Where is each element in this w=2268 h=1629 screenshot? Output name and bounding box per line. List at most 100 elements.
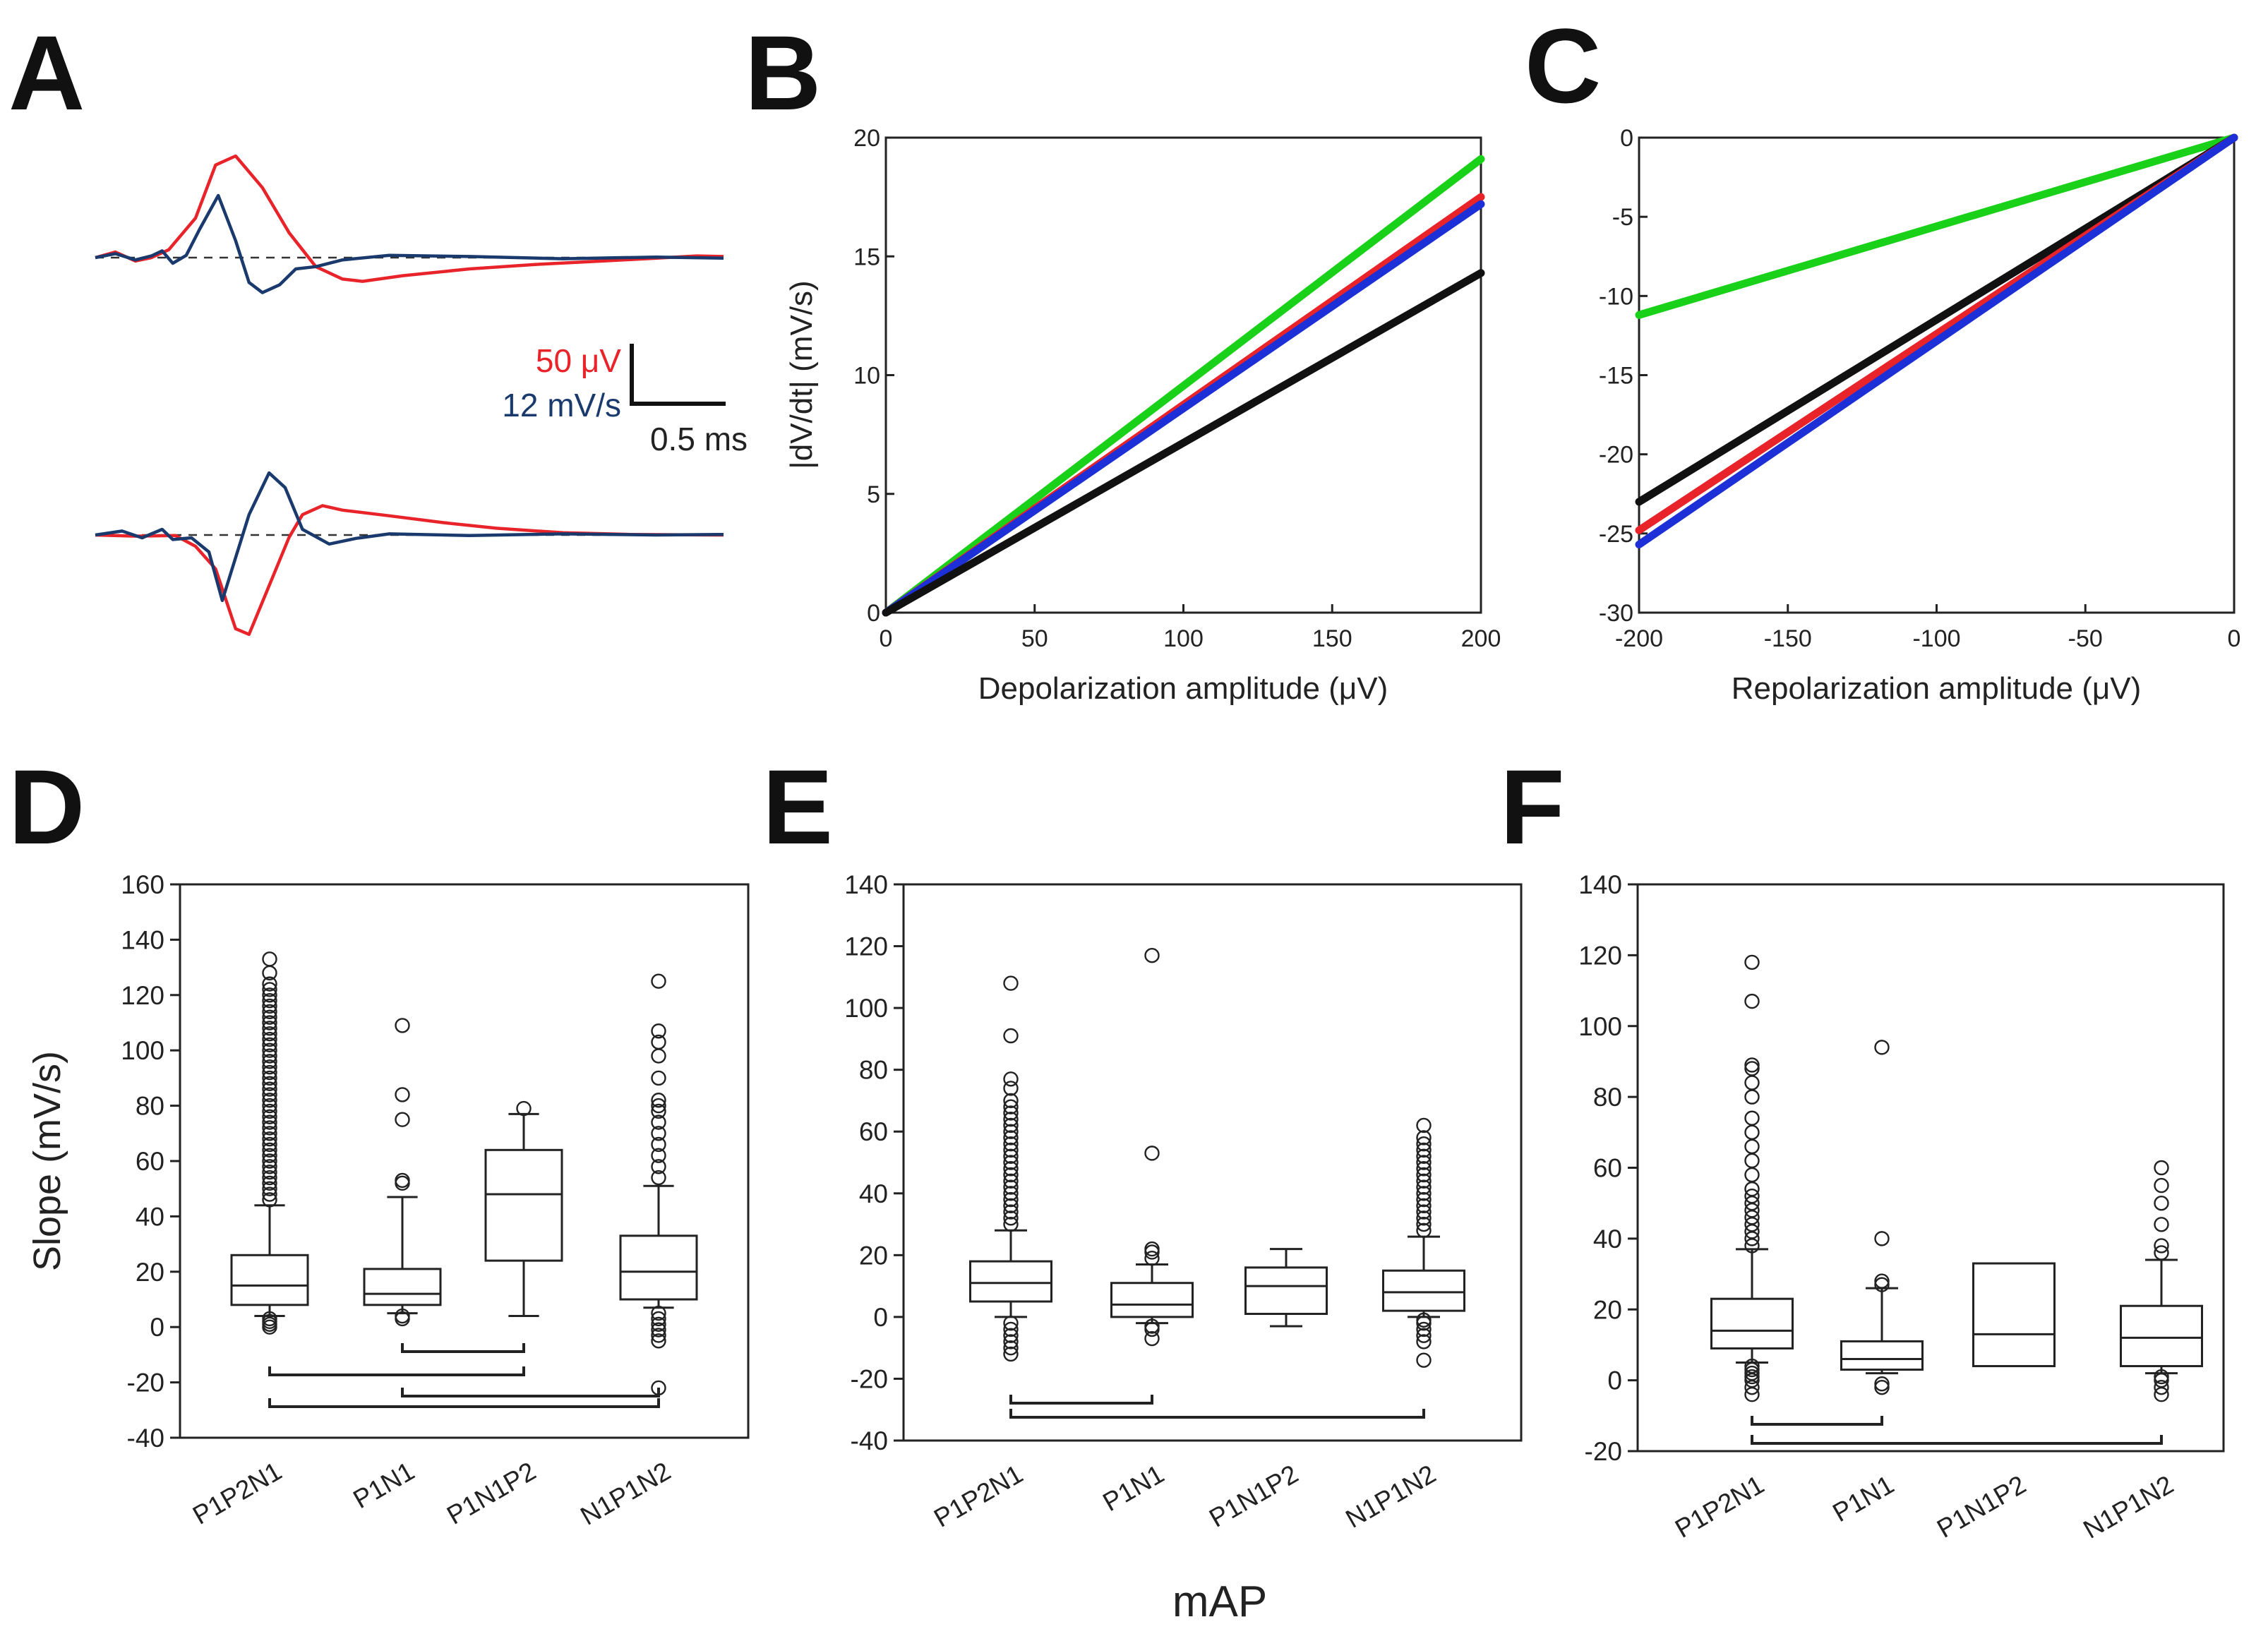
panel-d-outlier — [262, 1004, 277, 1020]
panel-d-outlier — [651, 1322, 666, 1338]
panel-e-outlier — [1003, 1081, 1019, 1096]
panel-d-outlier — [262, 1159, 277, 1174]
panel-e-outlier — [1003, 1216, 1019, 1232]
panel-d-outlier — [262, 982, 277, 997]
panel-d-outlier — [395, 1308, 410, 1324]
panel-d-outlier — [651, 1070, 666, 1086]
panel-f-y-tick-label: 100 — [1578, 1012, 1622, 1041]
panel-e-y-tick-label: 120 — [844, 932, 888, 961]
panel-d-outlier — [262, 1120, 277, 1136]
panel-d-outlier — [262, 1037, 277, 1053]
panel-c-y-tick-label: -20 — [1599, 442, 1633, 469]
panel-d-outlier — [262, 1093, 277, 1108]
panel-f-y-tick-label: 40 — [1593, 1225, 1622, 1254]
panel-d-significance-bracket — [401, 1388, 660, 1397]
panel-c-y-tick-label: -30 — [1599, 600, 1633, 627]
panel-f-y-tick-label: 60 — [1593, 1154, 1622, 1183]
panel-e-box — [1382, 1269, 1465, 1312]
panel-e-y-tick-label: 80 — [859, 1056, 888, 1085]
panel-f-outlier — [1744, 1188, 1760, 1204]
scale-bar-time-label: 0.5 ms — [650, 421, 748, 457]
panel-f-outlier — [1744, 1124, 1760, 1141]
panel-f-category-label: N1P1N2 — [2078, 1469, 2178, 1544]
panel-d-outlier — [651, 1333, 666, 1349]
panel-e-box — [1244, 1266, 1328, 1316]
panel-d-y-tick-label: -20 — [127, 1369, 164, 1397]
panel-e-outlier — [1003, 1112, 1019, 1127]
panel-d-category-label: P1N1P2 — [442, 1456, 541, 1529]
panel-e-outlier — [1144, 947, 1160, 963]
panel-e-outlier — [1003, 1186, 1019, 1201]
panel-e-outlier — [1144, 1251, 1160, 1266]
panel-d-y-tick-label: 0 — [150, 1313, 164, 1342]
panel-d-outlier — [651, 1305, 666, 1321]
panel-d-outlier — [651, 1023, 666, 1039]
panel-e-outlier — [1416, 1191, 1432, 1208]
panel-d-outlier — [516, 1100, 532, 1117]
panel-c-series-blue — [1635, 133, 2238, 548]
panel-c-x-tick-label: 0 — [2228, 625, 2241, 652]
panel-d-outlier — [262, 1148, 277, 1163]
panel-d-outlier — [262, 1153, 277, 1169]
panel-d-y-tick-label: 140 — [121, 925, 164, 954]
panel-e-y-tick-label: 140 — [844, 870, 888, 899]
panel-d-outlier — [262, 1126, 277, 1141]
panel-e-outlier — [1003, 1210, 1019, 1226]
panel-e-outlier — [1416, 1222, 1432, 1239]
panel-d-outlier — [262, 1192, 277, 1208]
panel-e-outlier — [1003, 1155, 1019, 1170]
panel-f-outlier — [2154, 1177, 2169, 1194]
panel-d-outlier — [262, 1015, 277, 1030]
panel-f-box — [1972, 1262, 2056, 1368]
panel-b-y-tick-label: 15 — [853, 244, 880, 270]
panel-f-outlier — [1744, 1110, 1760, 1126]
panel-f-outlier — [1744, 1057, 1760, 1073]
panel-d-outlier — [262, 1186, 277, 1202]
panel-f-outlier — [1874, 1231, 1890, 1246]
panel-e-outlier — [1416, 1142, 1432, 1158]
panel-e-outlier — [1416, 1179, 1432, 1195]
panel-e-category-label: P1N1 — [1098, 1459, 1169, 1517]
panel-d-box — [484, 1148, 563, 1262]
panel-e-category-label: P1N1P2 — [1204, 1459, 1303, 1532]
panel-d-outlier — [395, 1018, 410, 1033]
panel-d-outlier — [262, 1059, 277, 1075]
panel-d-outlier — [262, 987, 277, 1003]
trace-amplitude-bottom — [95, 504, 724, 637]
panel-f-outlier — [1874, 1376, 1890, 1392]
panel-e-outlier — [1416, 1204, 1432, 1220]
panel-e-outlier — [1003, 1334, 1019, 1350]
panel-e-outlier — [1416, 1321, 1432, 1338]
panel-d-outlier — [651, 1126, 666, 1141]
scale-bar-slope-label: 12 mV/s — [502, 387, 621, 423]
panel-d-outlier — [262, 1175, 277, 1191]
panel-c-y-tick-label: -25 — [1599, 521, 1633, 548]
panel-e-outlier — [1416, 1198, 1432, 1213]
panel-d-box — [363, 1268, 442, 1306]
panel-e-outlier — [1003, 1161, 1019, 1177]
panel-d-chart: -40 -20 0 20 40 60 80 100 120 140 160 P1P2N1 P1N1 P1N… — [26, 870, 750, 1531]
panel-d-outlier — [651, 1159, 666, 1174]
panel-e-outlier — [1416, 1186, 1432, 1201]
panel-d-box — [619, 1234, 698, 1301]
panel-label-d: D — [8, 747, 85, 866]
panel-e-outlier — [1416, 1328, 1432, 1343]
panel-d-outlier — [262, 951, 277, 967]
panel-f-outlier — [2154, 1379, 2169, 1395]
panel-label-f: F — [1500, 747, 1565, 866]
panel-d-outlier — [651, 1136, 666, 1153]
panel-b-x-tick-label: 0 — [880, 625, 893, 652]
panel-c-y-tick-label: -15 — [1599, 363, 1633, 390]
panel-d-y-tick-label: 160 — [121, 870, 164, 899]
panel-f-outlier — [1744, 1153, 1760, 1169]
panel-e-significance-bracket — [1009, 1409, 1425, 1419]
panel-e-chart: -40 -20 0 20 40 60 80 100 120 140 P1P2N1 P1N1 P1N1P2… — [844, 870, 1523, 1534]
panel-e-y-tick-label: -40 — [851, 1426, 888, 1455]
panel-d-outlier — [651, 1098, 666, 1114]
panel-e-box — [969, 1260, 1052, 1303]
panel-d-outlier — [651, 1048, 666, 1064]
panel-e-outlier — [1416, 1167, 1432, 1183]
panel-e-frame — [902, 883, 1523, 1442]
panel-d-outlier — [395, 1172, 410, 1189]
panel-f-y-tick-label: 20 — [1593, 1295, 1622, 1324]
